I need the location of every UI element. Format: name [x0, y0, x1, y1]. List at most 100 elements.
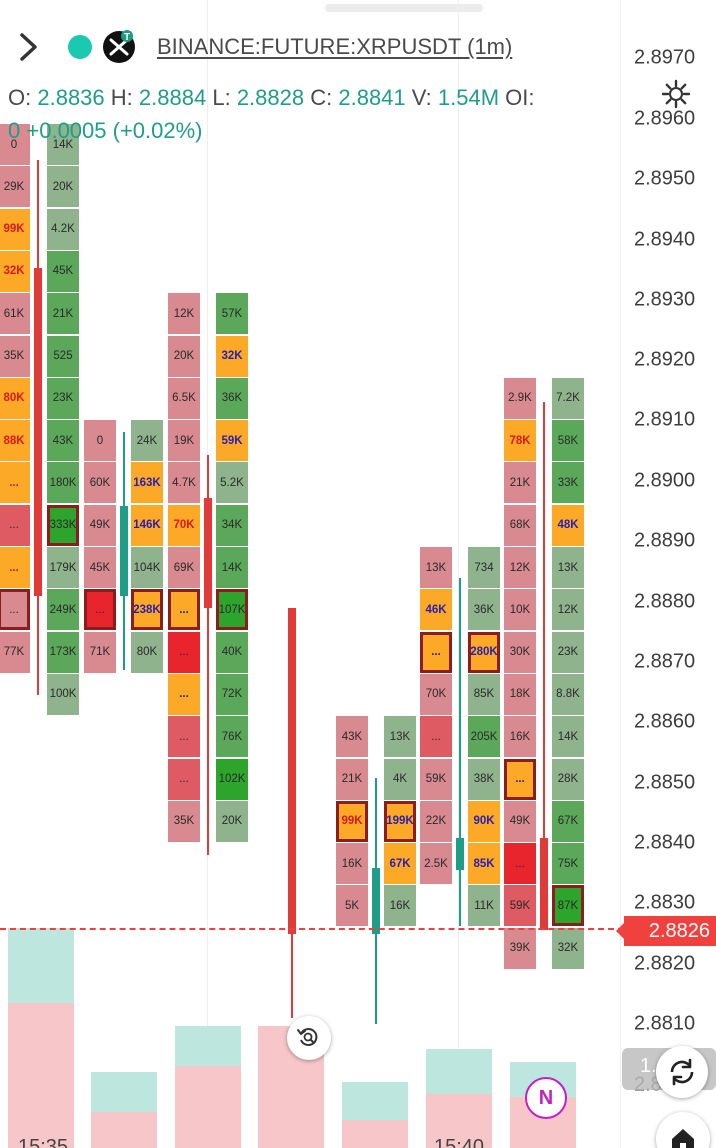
footprint-cell: 49K — [504, 800, 536, 842]
gear-icon[interactable] — [660, 78, 692, 110]
footprint-cell: 0 — [0, 124, 30, 165]
current-price-line — [0, 928, 624, 930]
footprint-cell: 12K — [504, 547, 536, 588]
time-gridline — [458, 0, 459, 1148]
candle-wick — [207, 455, 209, 855]
footprint-cell: ... — [168, 631, 200, 673]
low-value: 2.8828 — [236, 85, 305, 110]
footprint-cell: 22K — [420, 800, 452, 842]
footprint-cell: 100K — [47, 673, 79, 715]
svg-text:T: T — [124, 32, 130, 43]
ohlc-readout: O: 2.8836 H: 2.8884 L: 2.8828 C: 2.8841 … — [8, 85, 535, 111]
footprint-cell: 61K — [0, 293, 30, 335]
footprint-cell: 13K — [552, 547, 584, 588]
candle-wick — [543, 402, 545, 930]
footprint-cell: 58K — [552, 420, 584, 462]
price-axis-label: 2.8830 — [634, 891, 696, 914]
price-axis-label: 2.8970 — [634, 46, 696, 69]
footprint-cell: 5K — [336, 885, 368, 927]
footprint-cell: 70K — [420, 673, 452, 715]
change-readout: 0 +0.0005 (+0.02%) — [8, 118, 203, 144]
footprint-cell: ... — [504, 843, 536, 885]
footprint-cell: 4.2K — [47, 208, 79, 250]
price-axis-label: 2.8840 — [634, 831, 696, 854]
candle-body — [372, 868, 380, 934]
footprint-cell: 179K — [47, 547, 79, 588]
footprint-cell: 45K — [47, 250, 79, 292]
symbol-title[interactable]: BINANCE:FUTURE:XRPUSDT (1m) — [157, 34, 513, 59]
footprint-cell: 163K — [131, 462, 163, 504]
volume-label: V: — [411, 85, 432, 110]
sync-button[interactable] — [656, 1046, 708, 1098]
low-label: L: — [212, 85, 231, 110]
sheet-grabber[interactable] — [325, 4, 483, 12]
footprint-cell: 102K — [216, 758, 248, 800]
volume-bar — [426, 1094, 492, 1148]
footprint-cell: 21K — [47, 293, 79, 335]
footprint-cell: ... — [504, 758, 536, 800]
footprint-cell: 16K — [504, 716, 536, 758]
footprint-cell: 173K — [47, 631, 79, 673]
footprint-cell: 734 — [468, 547, 500, 588]
footprint-cell: 20K — [216, 800, 248, 842]
footprint-cell: 35K — [168, 800, 200, 842]
footprint-cell: 104K — [131, 547, 163, 588]
footprint-cell: 69K — [168, 547, 200, 588]
footprint-cell: 33K — [552, 462, 584, 504]
footprint-cell: 249K — [47, 589, 79, 631]
footprint-cell: 4.7K — [168, 462, 200, 504]
footprint-cell: 21K — [336, 758, 368, 800]
footprint-cell: 23K — [47, 377, 79, 419]
high-label: H: — [110, 85, 133, 110]
footprint-cell: 40K — [216, 631, 248, 673]
footprint-cell: 199K — [384, 800, 416, 842]
reset-view-button[interactable] — [287, 1016, 331, 1060]
footprint-cell: 12K — [168, 293, 200, 335]
footprint-cell: 59K — [504, 885, 536, 927]
footprint-cell: 80K — [0, 377, 30, 419]
candle-body — [204, 498, 212, 608]
footprint-cell: ... — [420, 631, 452, 673]
n-button[interactable]: N — [525, 1077, 567, 1119]
footprint-cell: 28K — [552, 758, 584, 800]
time-axis-label: 15:35 — [18, 1136, 69, 1148]
n-icon: N — [538, 1086, 554, 1109]
footprint-cell: 77K — [0, 631, 30, 673]
footprint-cell: 34K — [216, 504, 248, 546]
footprint-cell: 5.2K — [216, 462, 248, 504]
footprint-cell: ... — [168, 716, 200, 758]
footprint-cell: 57K — [216, 293, 248, 335]
price-axis-label: 2.8810 — [634, 1012, 696, 1035]
time-axis-label: 15:40 — [434, 1136, 485, 1148]
volume-bar — [426, 1049, 492, 1094]
volume-bar — [91, 1072, 157, 1112]
footprint-cell: 70K — [168, 504, 200, 546]
footprint-cell: ... — [0, 504, 30, 546]
price-axis-label: 2.8960 — [634, 107, 696, 130]
footprint-cell: 24K — [131, 420, 163, 462]
close-value: 2.8841 — [338, 85, 406, 110]
back-chevron-icon[interactable] — [10, 28, 48, 66]
footprint-cell: ... — [0, 462, 30, 504]
footprint-cell: 67K — [552, 800, 584, 842]
footprint-cell: 525 — [47, 335, 79, 377]
footprint-cell: 14K — [216, 547, 248, 588]
footprint-cell: 0 — [84, 420, 116, 462]
footprint-cell: 333K — [47, 504, 79, 546]
footprint-cell: 20K — [168, 335, 200, 377]
footprint-cell: 35K — [0, 335, 30, 377]
refresh-search-icon — [297, 1028, 318, 1046]
footprint-cell: 29K — [0, 166, 30, 208]
footprint-cell: 85K — [468, 673, 500, 715]
footprint-cell: 85K — [468, 843, 500, 885]
footprint-cell: 72K — [216, 673, 248, 715]
footprint-cell: 43K — [336, 716, 368, 758]
footprint-cell: 80K — [131, 631, 163, 673]
footprint-cell: 68K — [504, 504, 536, 546]
high-value: 2.8884 — [138, 85, 207, 110]
volume-bar — [91, 1112, 157, 1148]
footprint-cell: 43K — [47, 420, 79, 462]
home-button[interactable] — [656, 1112, 710, 1148]
footprint-cell: 38K — [468, 758, 500, 800]
